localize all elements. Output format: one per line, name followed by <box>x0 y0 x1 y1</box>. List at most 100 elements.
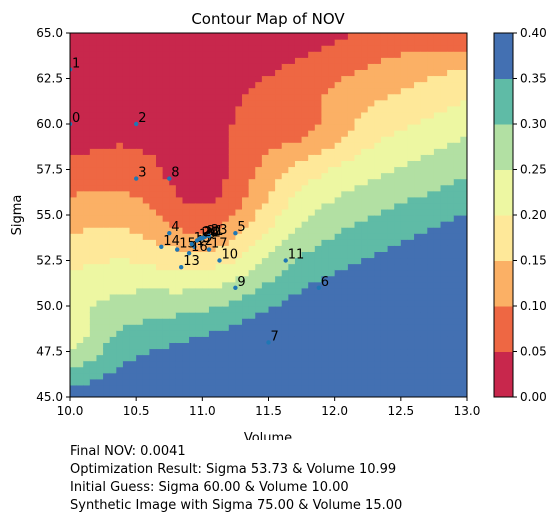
contour-cell <box>222 263 230 271</box>
contour-cell <box>182 81 190 89</box>
contour-cell <box>433 390 442 397</box>
contour-cell <box>387 160 395 168</box>
x-tick-label: 13.0 <box>454 404 481 418</box>
contour-cell <box>169 178 177 186</box>
contour-cell <box>242 348 250 356</box>
contour-cell <box>109 360 117 368</box>
contour-cell <box>189 384 197 392</box>
contour-cell <box>460 306 467 313</box>
contour-cell <box>149 57 157 64</box>
contour-cell <box>374 221 382 228</box>
contour-cell <box>255 378 263 386</box>
contour-cell <box>380 75 389 83</box>
contour-cell <box>182 336 190 343</box>
contour-cell <box>103 366 111 374</box>
contour-cell <box>440 190 448 198</box>
contour-cell <box>189 87 197 95</box>
contour-cell <box>202 75 210 83</box>
contour-cell <box>156 245 164 252</box>
contour-cell <box>407 75 415 83</box>
contour-cell <box>400 299 409 307</box>
contour-cell <box>162 93 170 101</box>
contour-cell <box>136 257 144 265</box>
contour-cell <box>407 269 415 277</box>
contour-cell <box>427 202 435 210</box>
contour-cell <box>328 366 336 374</box>
contour-cell <box>129 75 137 83</box>
contour-cell <box>175 99 184 107</box>
contour-cell <box>83 124 91 131</box>
contour-cell <box>341 245 349 252</box>
contour-cell <box>195 136 203 143</box>
contour-cell <box>453 136 461 143</box>
contour-cell <box>235 324 243 331</box>
contour-cell <box>208 142 217 149</box>
contour-cell <box>228 57 237 64</box>
contour-cell <box>341 130 349 137</box>
contour-cell <box>361 299 369 307</box>
contour-cell <box>387 81 395 89</box>
contour-cell <box>427 160 435 168</box>
contour-cell <box>76 366 84 374</box>
contour-cell <box>222 318 230 325</box>
contour-cell <box>288 69 296 77</box>
contour-cell <box>103 275 111 283</box>
contour-cell <box>228 160 237 168</box>
contour-cell <box>341 275 349 283</box>
contour-cell <box>89 390 98 397</box>
contour-cell <box>394 227 402 234</box>
contour-cell <box>294 221 303 228</box>
contour-cell <box>142 105 150 113</box>
contour-cell <box>215 336 223 343</box>
contour-cell <box>242 306 250 313</box>
contour-cell <box>208 99 217 107</box>
contour-cell <box>248 330 256 337</box>
contour-cell <box>255 293 263 301</box>
contour-cell <box>189 354 197 362</box>
contour-cell <box>453 227 461 234</box>
contour-cell <box>347 105 356 113</box>
contour-cell <box>122 136 131 143</box>
contour-cell <box>440 184 448 192</box>
contour-cell <box>354 257 362 265</box>
contour-cell <box>268 293 276 301</box>
contour-cell <box>321 318 329 325</box>
contour-cell <box>281 69 289 77</box>
contour-cell <box>248 281 256 289</box>
contour-cell <box>261 390 270 397</box>
contour-cell <box>142 142 150 149</box>
contour-cell <box>308 130 316 137</box>
contour-cell <box>453 306 461 313</box>
contour-cell <box>433 184 442 192</box>
contour-cell <box>394 275 402 283</box>
contour-cell <box>208 154 217 161</box>
contour-cell <box>83 306 91 313</box>
x-tick-label: 11.0 <box>189 404 216 418</box>
contour-cell <box>440 239 448 246</box>
contour-cell <box>122 148 131 155</box>
contour-cell <box>228 227 237 234</box>
contour-cell <box>89 33 98 40</box>
contour-cell <box>314 99 323 107</box>
contour-cell <box>387 166 395 174</box>
contour-cell <box>248 263 256 271</box>
contour-cell <box>182 324 190 331</box>
contour-cell <box>162 366 170 374</box>
contour-cell <box>308 269 316 277</box>
contour-cell <box>440 281 448 289</box>
contour-cell <box>202 227 210 234</box>
contour-cell <box>103 105 111 113</box>
contour-cell <box>275 130 283 137</box>
contour-cell <box>301 324 309 331</box>
contour-cell <box>354 287 362 295</box>
contour-cell <box>400 51 409 58</box>
contour-cell <box>334 130 342 137</box>
contour-cell <box>89 184 98 192</box>
contour-cell <box>407 111 415 119</box>
contour-cell <box>447 81 455 89</box>
contour-cell <box>374 99 382 107</box>
contour-cell <box>96 142 104 149</box>
contour-cell <box>162 117 170 125</box>
contour-cell <box>394 233 402 240</box>
contour-cell <box>380 130 389 137</box>
